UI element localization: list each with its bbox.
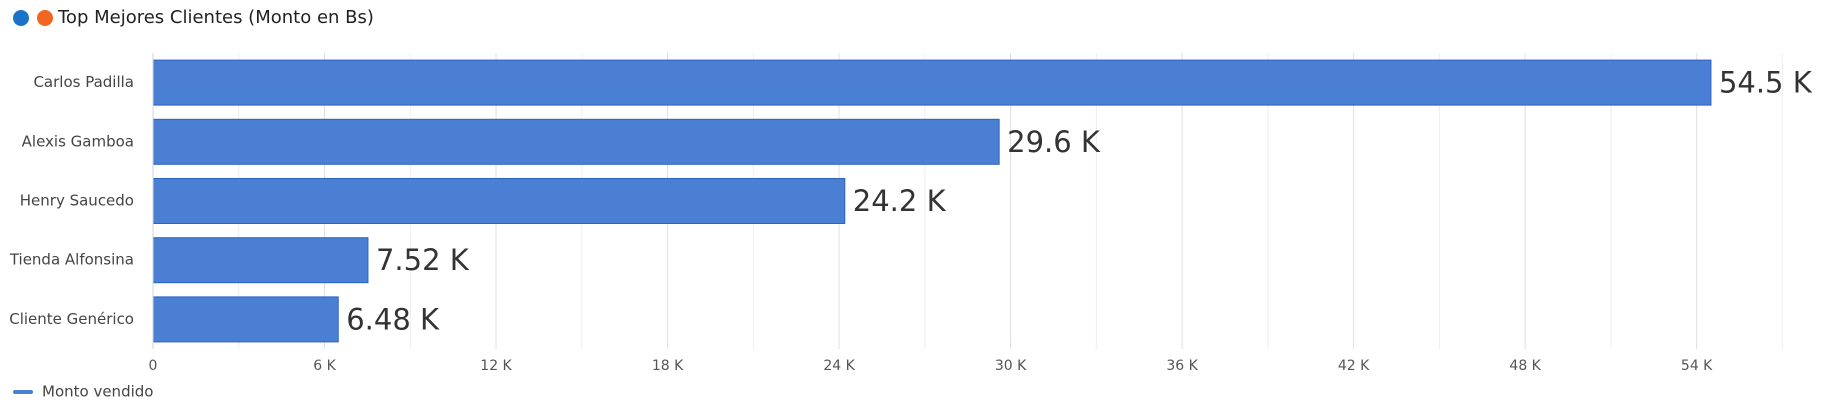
x-tick-label: 24 K <box>823 358 855 374</box>
title-dot <box>37 10 53 26</box>
data-label: 7.52 K <box>376 243 470 277</box>
y-tick-label: Carlos Padilla <box>33 73 134 91</box>
y-tick-label: Cliente Genérico <box>9 310 134 328</box>
x-tick-label: 48 K <box>1509 358 1541 374</box>
x-tick-label: 54 K <box>1681 358 1713 374</box>
bar <box>152 178 846 224</box>
x-tick-label: 12 K <box>480 358 512 374</box>
bar <box>152 296 339 343</box>
y-tick-label: Henry Saucedo <box>20 192 134 210</box>
x-tick-label: 6 K <box>313 358 336 374</box>
x-tick-label: 0 <box>149 358 158 374</box>
y-tick-label: Alexis Gamboa <box>22 132 134 150</box>
x-tick-label: 36 K <box>1166 358 1198 374</box>
bar <box>152 237 369 284</box>
data-label: 29.6 K <box>1007 125 1101 159</box>
y-tick-label: Tienda Alfonsina <box>9 251 134 269</box>
x-tick-label: 42 K <box>1338 358 1370 374</box>
data-label: 24.2 K <box>853 184 947 218</box>
data-label: 6.48 K <box>346 302 440 336</box>
bar <box>152 59 1712 106</box>
title-dot <box>13 10 29 26</box>
x-tick-label: 18 K <box>652 358 684 374</box>
bar <box>152 118 1000 165</box>
data-label: 54.5 K <box>1719 66 1813 100</box>
x-tick-label: 30 K <box>995 358 1027 374</box>
legend-label: Monto vendido <box>42 383 153 401</box>
chart-title: Top Mejores Clientes (Monto en Bs) <box>57 7 374 28</box>
